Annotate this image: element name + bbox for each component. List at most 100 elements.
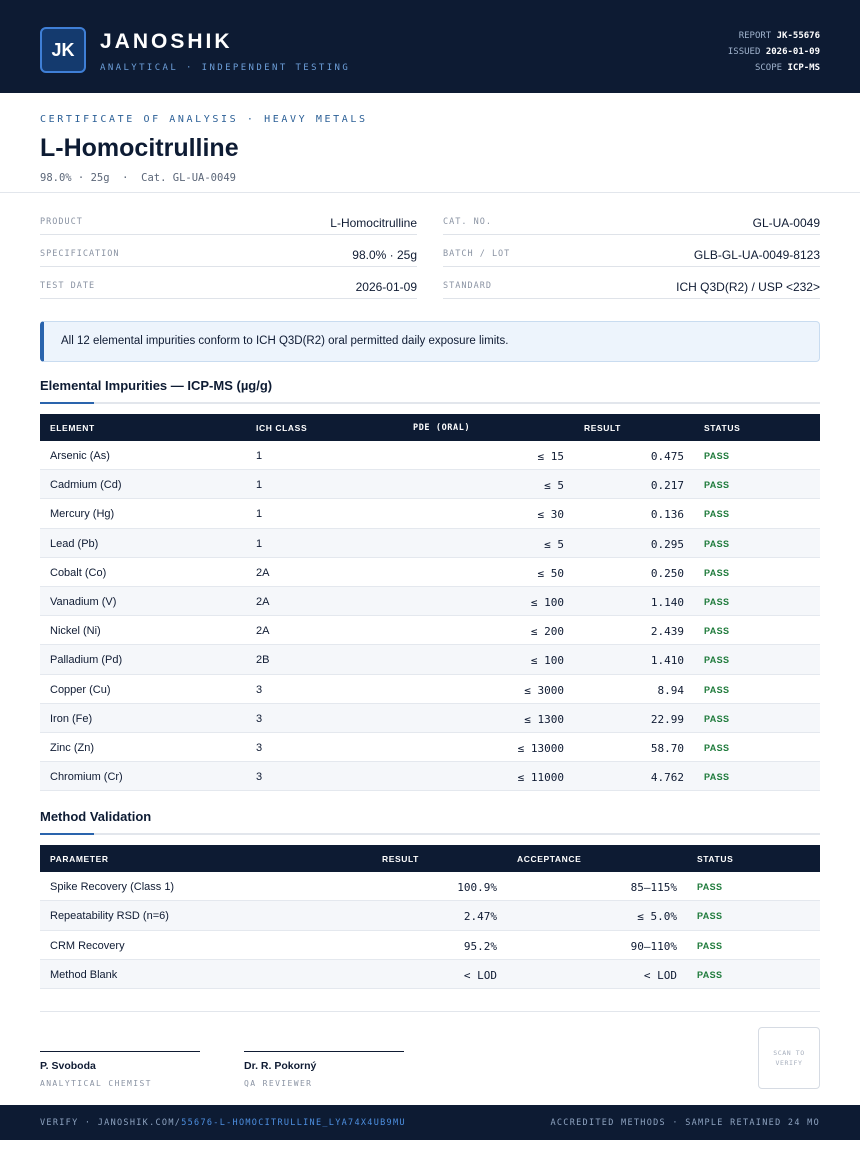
table-row: Nickel (Ni) 2A ≤ 200 2.439 PASS [40, 616, 820, 646]
status-badge: PASS [704, 713, 730, 724]
acceptance-criteria: < LOD [643, 968, 677, 982]
ich-class: 3 [256, 771, 263, 784]
ich-class: 3 [256, 741, 263, 754]
table-row: Lead (Pb) 1 ≤ 5 0.295 PASS [40, 528, 820, 558]
validation-table-body: Spike Recovery (Class 1) 100.9% 85–115% PAS… [40, 872, 820, 990]
pde-limit: ≤ 200 [530, 625, 564, 639]
status-badge: PASS [704, 480, 730, 491]
info-value: 2026-01-09 [355, 280, 417, 294]
product-subline: 98.0% · 25g · Cat. GL-UA-0049 [40, 172, 236, 184]
pde-limit: ≤ 100 [530, 595, 564, 609]
col-status: STATUS [704, 423, 741, 433]
impurities-table-body: Arsenic (As) 1 ≤ 15 0.475 PASS Cadmium (Cd) 1 ≤… [40, 441, 820, 792]
result-value: 2.47% [463, 910, 497, 924]
table-row: Palladium (Pd) 2B ≤ 100 1.410 PASS [40, 645, 820, 675]
scope-line: SCOPE ICP-MS [728, 60, 820, 76]
element-name: Lead (Pb) [50, 537, 99, 550]
info-specification: SPECIFICATION 98.0% · 25g [40, 235, 417, 267]
status-badge: PASS [704, 567, 730, 578]
table-row: Zinc (Zn) 3 ≤ 13000 58.70 PASS [40, 733, 820, 763]
result-value: 58.70 [650, 741, 684, 755]
table-row: Vanadium (V) 2A ≤ 100 1.140 PASS [40, 586, 820, 617]
meta-label: SCOPE [754, 63, 783, 73]
pde-limit: ≤ 50 [537, 566, 565, 580]
status-badge: PASS [697, 940, 723, 951]
divider [0, 192, 860, 193]
ich-class: 1 [256, 537, 263, 550]
col-parameter: PARAMETER [50, 854, 109, 864]
parameter-name: CRM Recovery [50, 939, 125, 952]
ich-class: 2B [256, 654, 270, 667]
conformance-notice: All 12 elemental impurities conform to I… [40, 321, 820, 362]
meta-label: ISSUED [727, 47, 761, 57]
element-name: Arsenic (As) [50, 450, 110, 462]
result-value: 8.94 [657, 683, 685, 697]
result-value: 100.9% [457, 881, 497, 894]
qr-label: SCAN TO VERIFY [773, 1049, 805, 1067]
parameter-name: Method Blank [50, 968, 118, 981]
verify-link[interactable]: 55676-L-HOMOCITRULLINE_LYA74X4UB9MU [181, 1118, 406, 1128]
table-row: Cobalt (Co) 2A ≤ 50 0.250 PASS [40, 558, 820, 587]
parameter-name: Repeatability RSD (n=6) [50, 910, 169, 923]
element-name: Cadmium (Cd) [50, 479, 122, 492]
report-footer: VERIFY · JANOSHIK.COM/55676-L-HOMOCITRUL… [0, 1105, 860, 1140]
status-badge: PASS [704, 742, 730, 753]
result-value: < LOD [463, 968, 497, 982]
pde-limit: ≤ 5 [544, 479, 564, 493]
impurities-table-header: ELEMENT ICH CLASS PDE (ORAL) RESULT STAT… [40, 414, 820, 441]
result-value: 0.475 [650, 450, 684, 463]
ich-class: 3 [256, 712, 263, 725]
col-result: RESULT [382, 854, 419, 864]
result-value: 4.762 [650, 771, 684, 785]
pde-limit: ≤ 11000 [517, 771, 564, 785]
pde-limit: ≤ 3000 [524, 683, 564, 697]
signature-line [244, 1051, 404, 1052]
brand-name: JANOSHIK [100, 30, 233, 53]
result-value: 22.99 [650, 712, 684, 726]
table-row: Arsenic (As) 1 ≤ 15 0.475 PASS [40, 441, 820, 471]
signature-role: QA REVIEWER [244, 1079, 313, 1088]
scan-to-verify-qr[interactable]: SCAN TO VERIFY [758, 1027, 820, 1089]
pde-limit: ≤ 30 [537, 508, 565, 522]
result-value: 1.140 [650, 595, 684, 609]
pde-limit: ≤ 15 [537, 450, 565, 463]
status-badge: PASS [697, 911, 723, 922]
pde-limit: ≤ 13000 [517, 741, 564, 755]
element-name: Mercury (Hg) [50, 508, 115, 521]
info-batch-lot: BATCH / LOT GLB-GL-UA-0049-8123 [443, 235, 820, 267]
element-name: Zinc (Zn) [50, 741, 94, 754]
table-row: Mercury (Hg) 1 ≤ 30 0.136 PASS [40, 499, 820, 529]
info-label: TEST DATE [40, 281, 96, 291]
col-element: ELEMENT [50, 423, 95, 433]
ich-class: 2A [256, 595, 270, 608]
element-name: Palladium (Pd) [50, 654, 123, 667]
signature-line [40, 1051, 200, 1052]
ich-class: 3 [256, 683, 263, 696]
result-value: 2.439 [650, 625, 684, 639]
verify-line: VERIFY · JANOSHIK.COM/55676-L-HOMOCITRUL… [40, 1118, 406, 1128]
acceptance-criteria: ≤ 5.0% [637, 910, 677, 924]
element-name: Iron (Fe) [50, 712, 93, 725]
report-meta: REPORT JK-55676 ISSUED 2026-01-09 SCOPE … [728, 28, 820, 76]
element-name: Chromium (Cr) [50, 771, 123, 784]
info-label: CAT. NO. [443, 217, 492, 227]
validation-table-header: PARAMETER RESULT ACCEPTANCE STATUS [40, 845, 820, 872]
verify-prefix: VERIFY · JANOSHIK.COM/ [40, 1118, 182, 1128]
table-row: Repeatability RSD (n=6) 2.47% ≤ 5.0% PASS [40, 901, 820, 931]
report-header: JK JANOSHIK ANALYTICAL · INDEPENDENT TES… [0, 0, 860, 93]
signature-role: ANALYTICAL CHEMIST [40, 1079, 152, 1088]
table-row: Copper (Cu) 3 ≤ 3000 8.94 PASS [40, 675, 820, 704]
status-badge: PASS [704, 596, 730, 607]
status-badge: PASS [704, 772, 730, 783]
col-status: STATUS [697, 854, 734, 864]
pde-limit: ≤ 1300 [524, 712, 564, 726]
signature-name: Dr. R. Pokorný [244, 1060, 317, 1072]
table-row: Iron (Fe) 3 ≤ 1300 22.99 PASS [40, 703, 820, 733]
acceptance-criteria: 85–115% [630, 881, 677, 894]
certificate-label: CERTIFICATE OF ANALYSIS · HEAVY METALS [40, 114, 368, 125]
signature-name: P. Svoboda [40, 1060, 96, 1072]
status-badge: PASS [704, 626, 730, 637]
table-row: Cadmium (Cd) 1 ≤ 5 0.217 PASS [40, 470, 820, 500]
status-badge: PASS [704, 684, 730, 695]
info-value: GL-UA-0049 [752, 216, 820, 230]
